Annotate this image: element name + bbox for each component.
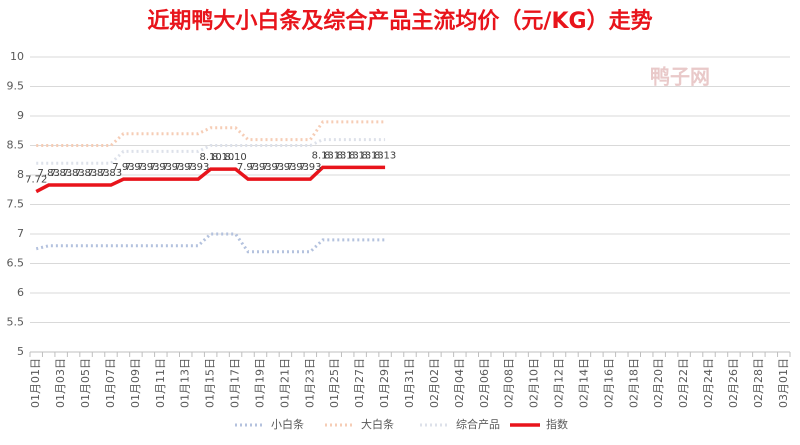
data-label: 7.93 xyxy=(249,162,271,173)
data-label: 7.93 xyxy=(137,162,159,173)
x-tick-label: 02月16日 xyxy=(602,358,615,408)
x-tick-label: 01月07日 xyxy=(104,358,117,408)
x-tick-label: 02月26日 xyxy=(727,358,740,408)
y-tick-label: 7 xyxy=(17,227,24,240)
legend-label: 综合产品 xyxy=(456,417,500,431)
data-label: 7.83 xyxy=(62,168,84,179)
y-tick-label: 8.5 xyxy=(7,139,25,152)
y-tick-label: 5.5 xyxy=(7,316,25,329)
series-line xyxy=(35,165,386,194)
data-label: 7.83 xyxy=(38,168,60,179)
data-label: 7.93 xyxy=(187,162,209,173)
x-tick-label: 02月08日 xyxy=(503,358,516,408)
data-label: 7.93 xyxy=(112,162,134,173)
data-label: 8.13 xyxy=(361,150,383,161)
x-tick-label: 02月06日 xyxy=(478,358,491,408)
data-label: 8.10 xyxy=(200,152,222,163)
x-tick-label: 02月20日 xyxy=(652,358,665,408)
data-label: 7.72 xyxy=(25,175,47,186)
x-tick-label: 01月31日 xyxy=(403,358,416,408)
x-tick-label: 02月02日 xyxy=(428,358,441,408)
series-line xyxy=(36,138,386,165)
data-label: 7.93 xyxy=(125,162,147,173)
x-tick-label: 02月12日 xyxy=(553,358,566,408)
x-tick-label: 02月04日 xyxy=(453,358,466,408)
x-tick-label: 01月19日 xyxy=(253,358,266,408)
y-tick-label: 6.5 xyxy=(7,257,25,270)
data-label: 7.83 xyxy=(100,168,122,179)
data-label: 7.93 xyxy=(150,162,172,173)
x-tick-label: 02月24日 xyxy=(702,358,715,408)
data-label: 8.13 xyxy=(324,150,346,161)
x-tick-label: 01月29日 xyxy=(378,358,391,408)
data-label: 7.93 xyxy=(299,162,321,173)
x-tick-label: 01月13日 xyxy=(179,358,192,408)
legend-label: 指数 xyxy=(546,417,568,431)
data-label: 8.13 xyxy=(312,150,334,161)
x-tick-label: 01月23日 xyxy=(303,358,316,408)
data-label: 7.83 xyxy=(87,168,109,179)
data-label: 8.10 xyxy=(224,152,246,163)
series-line xyxy=(36,120,386,147)
data-label: 8.13 xyxy=(374,150,396,161)
data-label: 8.13 xyxy=(337,150,359,161)
x-tick-label: 01月27日 xyxy=(353,358,366,408)
y-tick-label: 5 xyxy=(17,345,24,358)
chart-title: 近期鸭大小白条及综合产品主流均价（元/KG）走势 xyxy=(147,8,652,34)
x-tick-label: 03月01日 xyxy=(777,358,790,408)
x-tick-label: 01月11日 xyxy=(154,358,167,408)
x-tick-label: 02月10日 xyxy=(528,358,541,408)
y-tick-label: 9.5 xyxy=(7,80,25,93)
data-label: 7.93 xyxy=(262,162,284,173)
x-tick-label: 01月01日 xyxy=(29,358,42,408)
legend-label: 大白条 xyxy=(361,417,394,431)
data-label: 7.83 xyxy=(50,168,72,179)
data-label: 7.93 xyxy=(162,162,184,173)
x-tick-label: 01月21日 xyxy=(278,358,291,408)
data-label: 7.93 xyxy=(237,162,259,173)
x-tick-label: 01月09日 xyxy=(129,358,142,408)
data-label: 7.93 xyxy=(287,162,309,173)
x-tick-label: 02月18日 xyxy=(627,358,640,408)
x-tick-label: 01月03日 xyxy=(54,358,67,408)
x-tick-label: 01月15日 xyxy=(204,358,217,408)
y-tick-label: 7.5 xyxy=(7,198,25,211)
y-tick-label: 9 xyxy=(17,109,24,122)
y-tick-label: 6 xyxy=(17,286,24,299)
watermark: 鸭子网 xyxy=(650,65,710,89)
x-tick-label: 01月17日 xyxy=(229,358,242,408)
data-label: 7.93 xyxy=(274,162,296,173)
x-tick-label: 01月25日 xyxy=(328,358,341,408)
x-tick-label: 02月28日 xyxy=(752,358,765,408)
x-tick-label: 02月22日 xyxy=(677,358,690,408)
data-label: 8.13 xyxy=(349,150,371,161)
x-tick-label: 01月05日 xyxy=(79,358,92,408)
y-tick-label: 10 xyxy=(10,50,24,63)
data-label: 8.10 xyxy=(212,152,234,163)
data-label: 7.83 xyxy=(75,168,97,179)
x-tick-label: 02月14日 xyxy=(577,358,590,408)
legend-label: 小白条 xyxy=(271,417,304,431)
data-label: 7.93 xyxy=(175,162,197,173)
y-tick-label: 8 xyxy=(17,168,24,181)
